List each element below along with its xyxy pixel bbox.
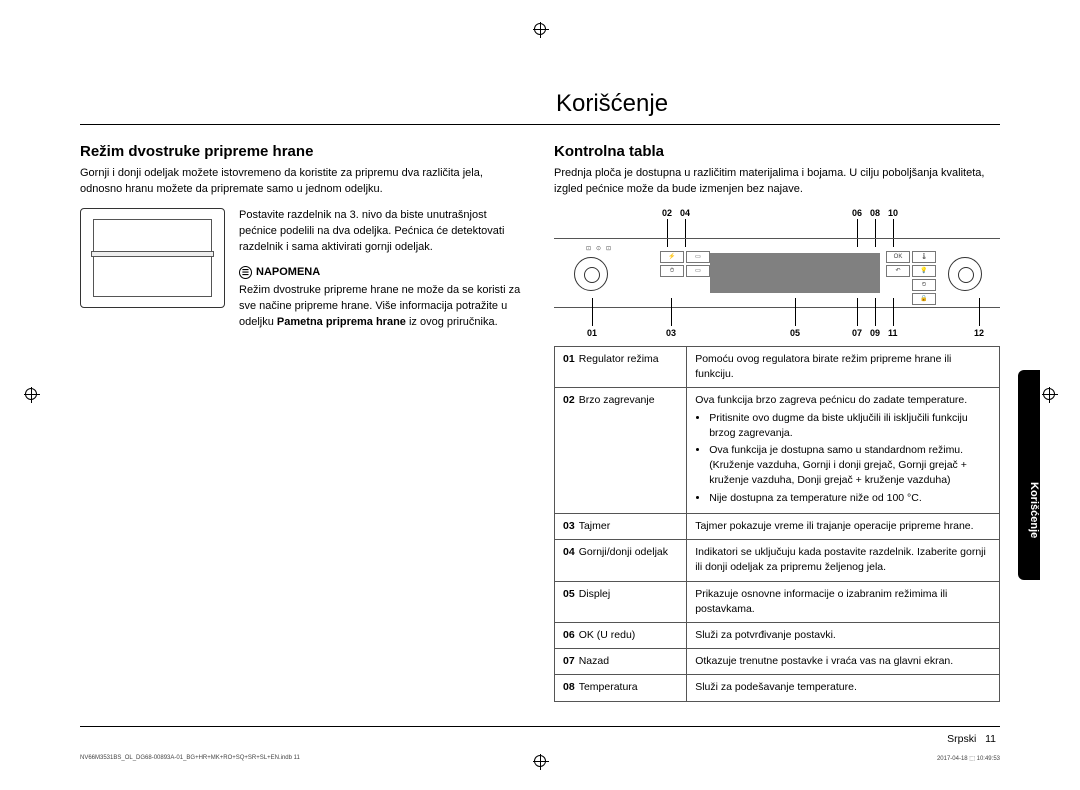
right-section-title: Kontrolna tabla [554, 143, 1000, 160]
right-intro: Prednja ploča je dostupna u različitim m… [554, 166, 1000, 198]
row-desc: Indikatori se uključuju kada postavite r… [687, 540, 1000, 581]
row-desc: Otkazuje trenutne postavke i vraća vas n… [687, 649, 1000, 675]
table-row: 05DisplejPrikazuje osnovne informacije o… [555, 581, 1000, 622]
columns: Režim dvostruke pripreme hrane Gornji i … [80, 143, 1000, 702]
callout-07: 07 [852, 328, 862, 338]
callout-01: 01 [587, 328, 597, 338]
callout-02: 02 [662, 208, 672, 218]
left-column: Režim dvostruke pripreme hrane Gornji i … [80, 143, 522, 702]
row-desc: Ova funkcija brzo zagreva pećnicu do zad… [687, 388, 1000, 514]
table-row: 07NazadOtkazuje trenutne postavke i vrać… [555, 649, 1000, 675]
print-footer-left: NV66M3531BS_OL_DG68-00893A-01_BG+HR+MK+R… [80, 755, 300, 762]
main-title: Korišćenje [556, 90, 1000, 118]
row-bullet: Pritisnite ovo dugme da biste uključili … [709, 411, 991, 441]
note-header: ☰ NAPOMENA [239, 266, 522, 279]
title-rule [80, 124, 1000, 125]
mode-dial [574, 257, 608, 291]
row-label: Brzo zagrevanje [577, 388, 687, 514]
display-screen [710, 253, 880, 293]
button-column-4: 🌡💡⏲🔒 [912, 251, 936, 307]
row-label: OK (U redu) [577, 622, 687, 648]
value-dial [948, 257, 982, 291]
callout-09: 09 [870, 328, 880, 338]
footer-page: 11 [985, 733, 996, 745]
button-column-2: ▭▭ [686, 251, 710, 279]
callout-03: 03 [666, 328, 676, 338]
callout-12: 12 [974, 328, 984, 338]
illustration-row: Postavite razdelnik na 3. nivo da biste … [80, 208, 522, 341]
print-footer-right: 2017-04-18 ⬚ 10:49:53 [937, 755, 1000, 762]
row-num: 07 [555, 649, 577, 675]
button-column-3: OK↶ [886, 251, 910, 279]
left-section-title: Režim dvostruke pripreme hrane [80, 143, 522, 160]
footer-lang: Srpski [947, 733, 976, 745]
row-num: 06 [555, 622, 577, 648]
oven-illustration [80, 208, 225, 308]
row-bullet: Nije dostupna za temperature niže od 100… [709, 491, 991, 506]
note-label: NAPOMENA [256, 266, 320, 278]
row-label: Tajmer [577, 513, 687, 539]
table-row: 06OK (U redu)Služi za potvrđivanje posta… [555, 622, 1000, 648]
row-label: Gornji/donji odeljak [577, 540, 687, 581]
row-label: Displej [577, 581, 687, 622]
callout-04: 04 [680, 208, 690, 218]
callout-06: 06 [852, 208, 862, 218]
footer: Srpski 11 [80, 733, 1000, 745]
note-body: Režim dvostruke pripreme hrane ne može d… [239, 283, 522, 331]
print-footer: NV66M3531BS_OL_DG68-00893A-01_BG+HR+MK+R… [80, 755, 1000, 762]
row-bullet: Ova funkcija je dostupna samo u standard… [709, 443, 991, 489]
row-num: 03 [555, 513, 577, 539]
row-desc: Služi za potvrđivanje postavki. [687, 622, 1000, 648]
button-column-1: ⚡⏱ [660, 251, 684, 279]
illustration-text: Postavite razdelnik na 3. nivo da biste … [239, 208, 522, 341]
control-panel-diagram: 02 04 06 08 10 ⊡ ⊙ ⊡ ⚡⏱ ▭▭ [554, 208, 1000, 338]
row-num: 01 [555, 346, 577, 387]
callout-05: 05 [790, 328, 800, 338]
left-para1: Postavite razdelnik na 3. nivo da biste … [239, 208, 522, 256]
callout-08: 08 [870, 208, 880, 218]
table-row: 04Gornji/donji odeljakIndikatori se uklj… [555, 540, 1000, 581]
row-num: 02 [555, 388, 577, 514]
callout-11: 11 [888, 328, 898, 338]
page: Korišćenje Režim dvostruke pripreme hran… [0, 0, 1080, 775]
table-row: 01Regulator režimaPomoću ovog regulatora… [555, 346, 1000, 387]
left-intro: Gornji i donji odeljak možete istovremen… [80, 166, 522, 198]
panel-box: ⊡ ⊙ ⊡ ⚡⏱ ▭▭ OK↶ 🌡💡⏲🔒 [554, 238, 1000, 308]
row-desc: Pomoću ovog regulatora birate režim prip… [687, 346, 1000, 387]
side-tab: Korišćenje [1018, 370, 1040, 580]
row-label: Nazad [577, 649, 687, 675]
footer-rule [80, 726, 1000, 727]
note-icon: ☰ [239, 266, 252, 279]
table-row: 08TemperaturaSluži za podešavanje temper… [555, 675, 1000, 701]
row-label: Temperatura [577, 675, 687, 701]
row-num: 04 [555, 540, 577, 581]
table-row: 02Brzo zagrevanjeOva funkcija brzo zagre… [555, 388, 1000, 514]
row-num: 05 [555, 581, 577, 622]
row-desc: Prikazuje osnovne informacije o izabrani… [687, 581, 1000, 622]
row-label: Regulator režima [577, 346, 687, 387]
callout-10: 10 [888, 208, 898, 218]
row-desc: Služi za podešavanje temperature. [687, 675, 1000, 701]
controls-table: 01Regulator režimaPomoću ovog regulatora… [554, 346, 1000, 702]
right-column: Kontrolna tabla Prednja ploča je dostupn… [554, 143, 1000, 702]
row-desc: Tajmer pokazuje vreme ili trajanje opera… [687, 513, 1000, 539]
table-row: 03TajmerTajmer pokazuje vreme ili trajan… [555, 513, 1000, 539]
row-num: 08 [555, 675, 577, 701]
